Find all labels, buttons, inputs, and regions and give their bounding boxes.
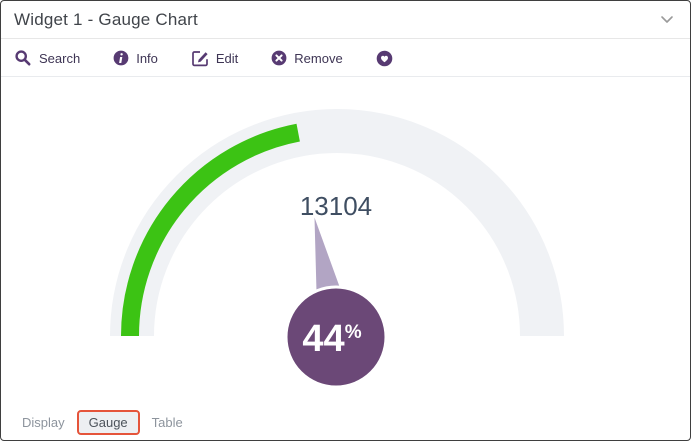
gauge-chart: 13104 44% — [110, 109, 564, 389]
widget-toolbar: Search Info Edit — [1, 40, 690, 77]
gauge-value-label: 13104 — [300, 191, 372, 221]
gauge-fill-arc — [121, 123, 300, 337]
chevron-down-icon — [660, 15, 674, 24]
favorite-button[interactable] — [376, 50, 393, 67]
info-circle-icon — [113, 50, 129, 66]
gauge-hub — [284, 285, 388, 389]
heart-circle-icon — [376, 50, 393, 67]
gauge-percent-label: 44% — [302, 318, 361, 360]
page-title: Widget 1 - Gauge Chart — [14, 9, 198, 29]
x-circle-icon — [271, 50, 287, 66]
tab-display[interactable]: Display — [22, 414, 65, 430]
tab-gauge[interactable]: Gauge — [76, 409, 140, 435]
search-label: Search — [39, 50, 81, 66]
info-label: Info — [136, 50, 158, 66]
search-button[interactable]: Search — [14, 49, 80, 67]
pencil-square-icon — [191, 49, 209, 67]
magnifier-icon — [14, 49, 32, 67]
remove-label: Remove — [294, 50, 343, 66]
edit-button[interactable]: Edit — [191, 49, 238, 67]
collapse-widget-button[interactable] — [660, 15, 674, 24]
remove-button[interactable]: Remove — [271, 50, 343, 66]
info-button[interactable]: Info — [113, 50, 158, 66]
tab-table[interactable]: Table — [151, 414, 183, 430]
edit-label: Edit — [215, 50, 239, 66]
gauge-needle — [314, 217, 343, 300]
title-bar: Widget 1 - Gauge Chart — [1, 1, 690, 39]
view-tabs: Display Gauge Table — [14, 407, 195, 437]
